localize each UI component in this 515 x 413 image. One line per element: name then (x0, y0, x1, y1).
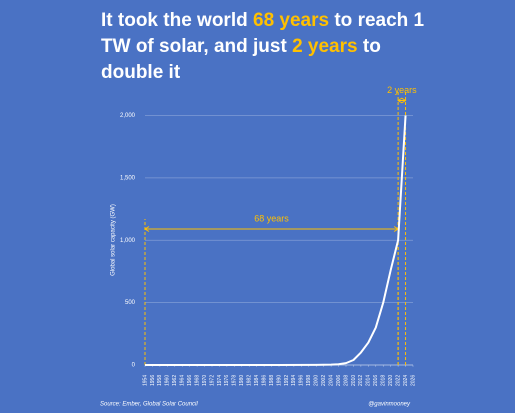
x-tick-label: 1960 (165, 375, 171, 386)
y-axis-label: Global solar capacity (GW) (111, 204, 117, 276)
x-tick-label: 1978 (232, 375, 238, 386)
title-segment: 2 years (292, 36, 358, 57)
x-tick-label: 1968 (194, 375, 200, 386)
annotation-arrowheads (397, 97, 407, 104)
y-tick-label: 500 (125, 300, 136, 306)
annotation-label: 68 years (254, 213, 289, 223)
y-tick-label: 0 (132, 363, 136, 369)
x-tick-label: 2012 (358, 375, 364, 386)
y-tick-label: 1,500 (120, 175, 136, 181)
x-tick-label: 1972 (209, 375, 215, 386)
y-tick-label: 2,000 (120, 113, 136, 119)
x-tick-label: 2000 (314, 375, 320, 386)
x-tick-label: 2016 (373, 375, 379, 386)
source: Source: Ember, Global Solar Council (100, 402, 198, 408)
x-tick-label: 2018 (381, 375, 387, 386)
x-tick-label: 1998 (306, 375, 312, 386)
x-tick-label: 2002 (321, 375, 327, 386)
x-tick-label: 2006 (336, 375, 342, 386)
x-tick-label: 2014 (366, 375, 372, 386)
title-segment: to reach 1 TW of solar, and just (101, 10, 425, 57)
credit: @gavinmooney (368, 402, 411, 408)
x-tick-label: 1954 (142, 375, 148, 386)
x-tick-label: 1984 (254, 375, 260, 386)
title-segment: It took the world (101, 10, 253, 31)
x-tick-label: 1980 (239, 375, 245, 386)
x-tick-label: 1994 (291, 375, 297, 386)
title-segment: to double it (101, 36, 381, 83)
y-tick-label: 1,000 (120, 238, 136, 244)
x-tick-label: 1958 (157, 375, 163, 386)
x-tick-label: 1974 (217, 375, 223, 386)
x-tick-label: 2022 (395, 375, 401, 386)
data-line (145, 115, 407, 366)
chart-title: It took the world 68 years to reach 1 TW… (101, 8, 436, 86)
x-tick-label: 1976 (224, 375, 230, 386)
title-segment: 68 years (253, 10, 330, 31)
x-tick-label: 2020 (388, 375, 394, 386)
x-tick-label: 1964 (180, 375, 186, 386)
x-tick-label: 2004 (328, 375, 334, 386)
x-tick-label: 1970 (202, 375, 208, 386)
x-tick-label: 2008 (343, 375, 349, 386)
x-tick-label: 1990 (276, 375, 282, 386)
x-tick-label: 1966 (187, 375, 193, 386)
x-tick-label: 1956 (150, 375, 156, 386)
x-tick-label: 1982 (247, 375, 253, 386)
annotation-label: 2 years (387, 85, 417, 95)
x-tick-label: 1986 (261, 375, 267, 386)
x-tick-label: 1992 (284, 375, 290, 386)
x-tick-label: 2026 (410, 375, 416, 386)
x-tick-label: 2010 (351, 375, 357, 386)
x-tick-label: 1996 (299, 375, 305, 386)
x-tick-label: 1988 (269, 375, 275, 386)
x-tick-label: 1962 (172, 375, 178, 386)
x-tick-label: 2024 (403, 375, 409, 386)
